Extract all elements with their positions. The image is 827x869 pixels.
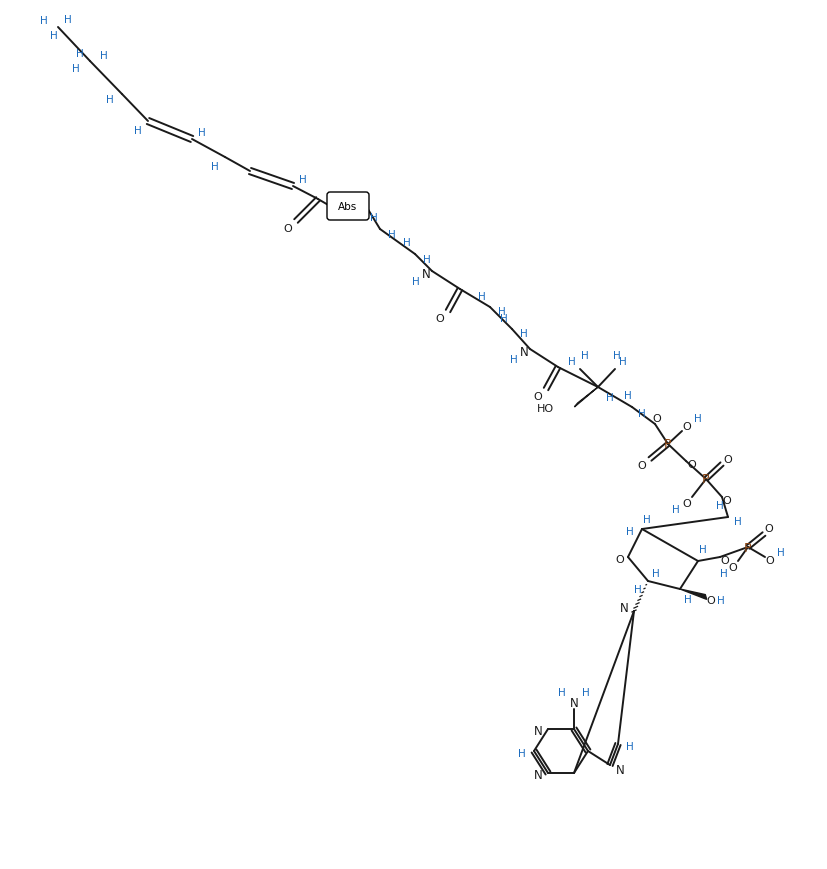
Text: H: H — [625, 741, 633, 751]
Text: H: H — [581, 350, 588, 361]
Text: H: H — [498, 307, 505, 316]
Text: H: H — [198, 128, 206, 138]
Text: H: H — [672, 504, 679, 514]
Text: H: H — [72, 64, 79, 74]
Text: H: H — [76, 49, 84, 59]
Text: O: O — [533, 392, 542, 401]
Text: O: O — [728, 562, 737, 573]
Text: H: H — [698, 544, 706, 554]
Text: H: H — [715, 501, 723, 510]
Text: H: H — [693, 414, 701, 423]
Text: H: H — [100, 51, 108, 61]
Text: H: H — [518, 748, 525, 758]
Text: H: H — [412, 276, 419, 287]
Text: H: H — [777, 547, 784, 557]
Text: H: H — [734, 516, 741, 527]
Text: N: N — [569, 697, 578, 710]
Text: H: H — [299, 175, 307, 185]
Text: O: O — [681, 499, 691, 508]
Text: H: H — [567, 356, 576, 367]
Text: O: O — [681, 421, 691, 432]
Text: N: N — [619, 600, 628, 614]
Text: H: H — [477, 292, 485, 302]
Text: H: H — [581, 687, 589, 697]
Text: H: H — [652, 568, 659, 579]
Text: HO: HO — [536, 403, 553, 414]
Text: O: O — [765, 555, 773, 566]
Text: N: N — [533, 768, 542, 781]
Polygon shape — [679, 589, 706, 600]
Text: N: N — [421, 267, 430, 280]
Text: H: H — [370, 213, 377, 222]
Text: H: H — [605, 393, 613, 402]
Text: H: H — [423, 255, 430, 265]
Text: H: H — [403, 238, 410, 248]
Text: Abs: Abs — [338, 202, 357, 212]
Text: P: P — [663, 438, 671, 451]
Text: H: H — [619, 356, 626, 367]
Text: H: H — [388, 229, 395, 240]
Text: N: N — [519, 345, 528, 358]
Text: O: O — [763, 523, 772, 534]
Text: H: H — [557, 687, 565, 697]
Polygon shape — [574, 388, 597, 408]
Text: O: O — [686, 460, 696, 469]
Text: H: H — [612, 350, 620, 361]
Text: O: O — [722, 495, 730, 506]
Text: H: H — [624, 390, 631, 401]
Text: H: H — [509, 355, 517, 365]
Text: H: H — [50, 31, 58, 41]
Text: O: O — [652, 414, 661, 423]
Text: N: N — [615, 764, 624, 777]
Text: H: H — [625, 527, 633, 536]
Text: H: H — [643, 514, 650, 524]
Text: H: H — [134, 126, 141, 136]
Text: H: H — [500, 314, 507, 323]
Text: O: O — [705, 595, 715, 606]
Text: P: P — [743, 541, 751, 554]
Text: H: H — [519, 328, 528, 339]
Text: O: O — [637, 461, 646, 470]
Text: H: H — [716, 595, 724, 606]
Text: H: H — [633, 584, 641, 594]
Text: O: O — [719, 555, 729, 566]
Text: H: H — [719, 568, 727, 579]
Text: H: H — [106, 95, 114, 105]
Text: O: O — [435, 314, 444, 323]
Text: H: H — [683, 594, 691, 604]
FancyBboxPatch shape — [327, 193, 369, 221]
Text: O: O — [723, 454, 732, 464]
Text: H: H — [638, 408, 645, 419]
Text: O: O — [615, 554, 624, 564]
Text: H: H — [40, 16, 48, 26]
Text: H: H — [64, 15, 72, 25]
Text: N: N — [533, 725, 542, 738]
Text: P: P — [701, 473, 709, 486]
Text: H: H — [211, 162, 218, 172]
Text: O: O — [284, 223, 292, 234]
